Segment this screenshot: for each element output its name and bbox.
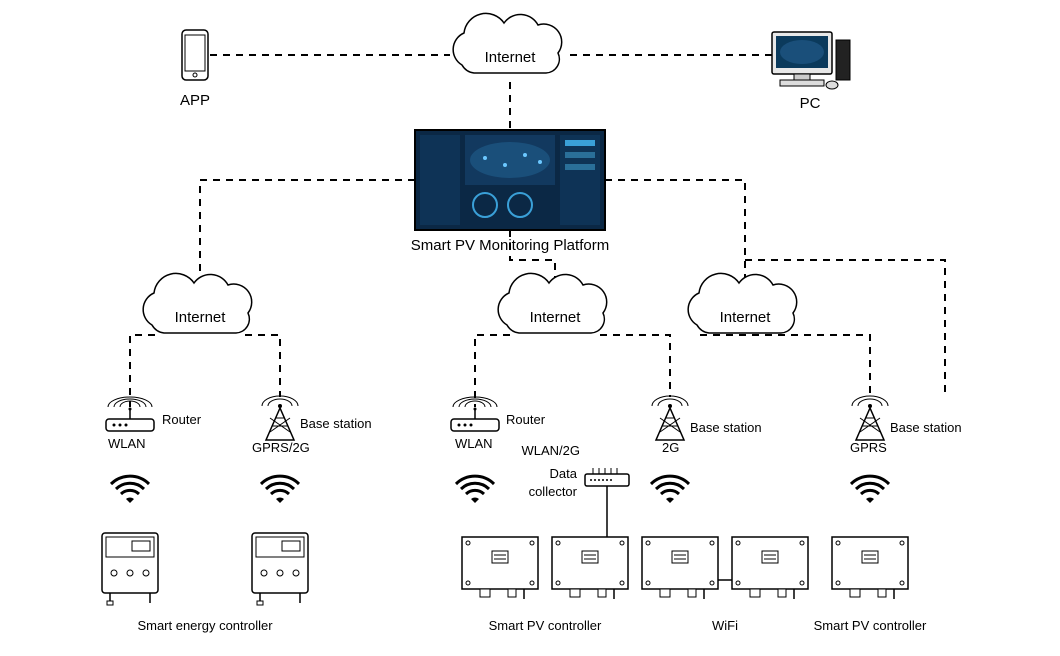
tower-left: Base station GPRS/2G — [252, 396, 372, 455]
router-left: Router WLAN — [106, 397, 202, 451]
pc-label: PC — [800, 95, 821, 112]
app-label: APP — [180, 92, 210, 109]
pv-controller-2 — [552, 537, 628, 599]
platform-label: Smart PV Monitoring Platform — [411, 237, 609, 254]
wifi-icon-l1 — [111, 476, 149, 503]
data-collector: WLAN/2G Data collector — [521, 443, 629, 540]
cloud-left: Internet — [143, 273, 252, 333]
controller-tall-2 — [252, 533, 308, 605]
wlan-left-label: WLAN — [108, 436, 146, 451]
pc-node: PC — [772, 32, 850, 112]
pv-controller-4 — [732, 537, 808, 599]
router-left-label: Router — [162, 412, 202, 427]
pv-controller-label-1: Smart PV controller — [489, 618, 602, 633]
cloud-mid-label: Internet — [530, 309, 582, 326]
wifi-icon-mid — [651, 476, 689, 503]
router-mid-label: Router — [506, 412, 546, 427]
data-label-2: collector — [529, 484, 578, 499]
gprs-label: GPRS — [850, 440, 887, 455]
wifi-icon-m — [456, 476, 494, 503]
wifi-label: WiFi — [712, 618, 738, 633]
wifi-icon-l2 — [261, 476, 299, 503]
two-g-label: 2G — [662, 440, 679, 455]
wlan2g-label: WLAN/2G — [521, 443, 580, 458]
tower-mid: Base station 2G — [652, 396, 762, 455]
tower-left-label: Base station — [300, 416, 372, 431]
app-phone: APP — [180, 30, 210, 109]
cloud-top: Internet — [453, 13, 562, 73]
cloud-mid: Internet — [498, 273, 607, 333]
data-label-1: Data — [550, 466, 578, 481]
wifi-icon-r — [851, 476, 889, 503]
cloud-top-label: Internet — [485, 49, 537, 66]
pv-controller-1 — [462, 537, 538, 599]
cloud-right-label: Internet — [720, 309, 772, 326]
energy-controller-label: Smart energy controller — [137, 618, 273, 633]
tower-right-label: Base station — [890, 420, 962, 435]
pv-controller-label-2: Smart PV controller — [814, 618, 927, 633]
gprs2g-label: GPRS/2G — [252, 440, 310, 455]
pv-controller-5 — [832, 537, 908, 599]
pv-controller-3 — [642, 537, 718, 599]
tower-right: Base station GPRS — [850, 396, 962, 455]
cloud-left-label: Internet — [175, 309, 227, 326]
tower-mid-label: Base station — [690, 420, 762, 435]
wlan-mid-label: WLAN — [455, 436, 493, 451]
cloud-right: Internet — [688, 273, 797, 333]
controller-tall-1 — [102, 533, 158, 605]
